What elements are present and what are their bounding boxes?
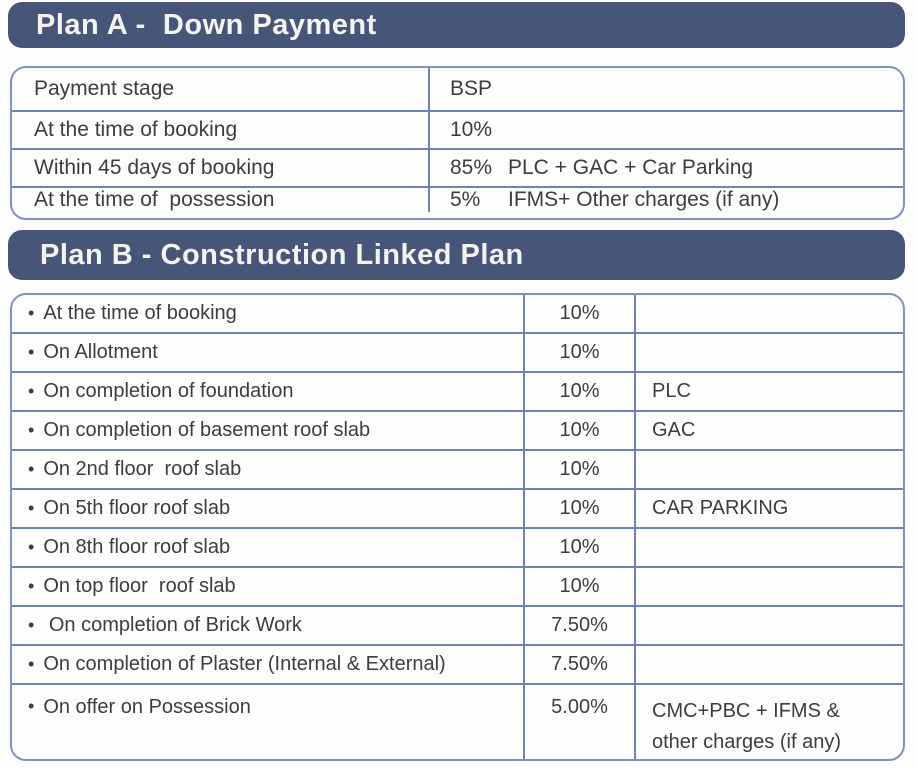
bullet-icon: • xyxy=(28,303,35,323)
percent-value: 5% xyxy=(450,188,481,211)
plan-a-table: Payment stage BSP At the time of booking… xyxy=(10,66,905,220)
percent-cell: 5.00% xyxy=(525,685,636,759)
plan-b-title: Plan B - Construction Linked Plan xyxy=(40,238,524,271)
plan-b-row: • On 8th floor roof slab 10% xyxy=(12,529,903,568)
charges-cell: GAC xyxy=(652,419,696,441)
bullet-icon: • xyxy=(28,342,35,362)
stage-cell: • On Allotment xyxy=(12,334,525,371)
stage-cell: • On 5th floor roof slab xyxy=(12,490,525,527)
stage-cell: Within 45 days of booking xyxy=(12,150,430,186)
charges-note: IFMS+ Other charges (if any) xyxy=(508,188,780,211)
plan-a-column-value: BSP xyxy=(450,77,493,100)
value-cell: 5% IFMS+ Other charges (if any) xyxy=(430,188,903,212)
bullet-icon: • xyxy=(28,576,35,596)
plan-a-row-45-days: Within 45 days of booking 85% PLC + GAC … xyxy=(12,150,903,188)
value-cell: 85% PLC + GAC + Car Parking xyxy=(430,150,903,186)
percent-cell: 10% xyxy=(525,295,636,332)
plan-a-title: Plan A - Down Payment xyxy=(36,8,377,41)
percent-cell: 10% xyxy=(525,529,636,566)
stage-cell: • On 2nd floor roof slab xyxy=(12,451,525,488)
plan-a-row-booking: At the time of booking 10% xyxy=(12,112,903,150)
bullet-icon: • xyxy=(28,537,35,557)
bullet-icon: • xyxy=(28,654,35,674)
plan-a-column-stage: Payment stage xyxy=(12,68,430,110)
percent-cell: 10% xyxy=(525,412,636,449)
stage-cell: • On completion of Plaster (Internal & Ex… xyxy=(12,646,525,683)
charges-cell xyxy=(636,529,903,566)
stage-cell: • On completion of Brick Work xyxy=(12,607,525,644)
plan-b-row: • On top floor roof slab 10% xyxy=(12,568,903,607)
plan-b-row: • On completion of foundation 10% PLC xyxy=(12,373,903,412)
plan-b-table: • At the time of booking 10% • On Allotmen… xyxy=(10,293,905,761)
plan-b-row: • At the time of booking 10% xyxy=(12,295,903,334)
charges-cell xyxy=(636,451,903,488)
percent-value: 85% xyxy=(450,156,493,179)
stage-cell: • On completion of foundation xyxy=(12,373,525,410)
plan-b-row: • On 2nd floor roof slab 10% xyxy=(12,451,903,490)
plan-b-row: • On completion of Plaster (Internal & Ex… xyxy=(12,646,903,685)
stage-cell: At the time of possession xyxy=(12,188,430,212)
bullet-icon: • xyxy=(28,696,35,716)
charges-cell: PLC xyxy=(652,380,691,402)
bullet-icon: • xyxy=(28,498,35,518)
charges-cell xyxy=(636,334,903,371)
percent-cell: 10% xyxy=(525,490,636,527)
plan-a-header-row: Payment stage BSP xyxy=(12,68,903,112)
percent-cell: 10% xyxy=(525,334,636,371)
bullet-icon: • xyxy=(28,381,35,401)
charges-cell xyxy=(636,568,903,605)
bullet-icon: • xyxy=(28,420,35,440)
stage-cell: • On 8th floor roof slab xyxy=(12,529,525,566)
charges-cell: CMC+PBC + IFMS & other charges (if any) xyxy=(652,700,841,753)
percent-cell: 7.50% xyxy=(525,646,636,683)
plan-a-header-banner: Plan A - Down Payment xyxy=(8,2,905,48)
charges-cell xyxy=(636,295,903,332)
percent-cell: 10% xyxy=(525,451,636,488)
stage-cell: • On offer on Possession xyxy=(12,685,525,759)
bullet-icon: • xyxy=(28,615,35,635)
plan-b-row-possession: • On offer on Possession 5.00% CMC+PBC + … xyxy=(12,685,903,759)
bullet-icon: • xyxy=(28,459,35,479)
stage-cell: At the time of booking xyxy=(12,112,430,148)
percent-cell: 7.50% xyxy=(525,607,636,644)
plan-b-header-banner: Plan B - Construction Linked Plan xyxy=(8,230,905,280)
charges-note: PLC + GAC + Car Parking xyxy=(508,156,754,179)
charges-cell: CAR PARKING xyxy=(652,497,789,519)
stage-cell: • On top floor roof slab xyxy=(12,568,525,605)
stage-cell: • On completion of basement roof slab xyxy=(12,412,525,449)
percent-value: 10% xyxy=(450,118,493,141)
charges-cell xyxy=(636,607,903,644)
plan-b-row: • On 5th floor roof slab 10% CAR PARKING xyxy=(12,490,903,529)
percent-cell: 10% xyxy=(525,373,636,410)
value-cell: 10% xyxy=(430,112,903,148)
plan-b-row: • On completion of basement roof slab 10%… xyxy=(12,412,903,451)
stage-cell: • At the time of booking xyxy=(12,295,525,332)
plan-b-row: • On Allotment 10% xyxy=(12,334,903,373)
percent-cell: 10% xyxy=(525,568,636,605)
plan-a-row-possession: At the time of possession 5% IFMS+ Other… xyxy=(12,188,903,212)
charges-cell xyxy=(636,646,903,683)
plan-b-row: • On completion of Brick Work 7.50% xyxy=(12,607,903,646)
